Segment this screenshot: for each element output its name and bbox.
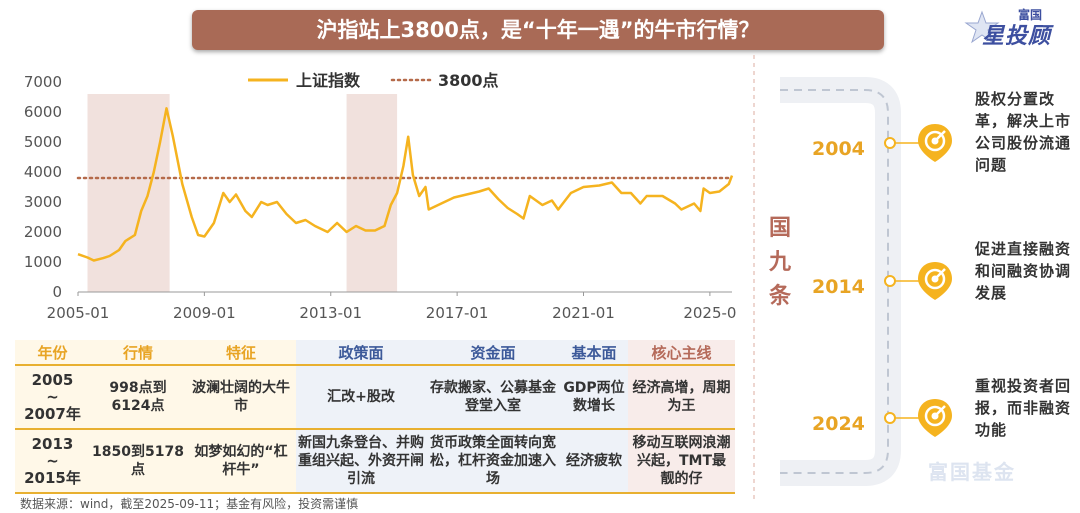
timeline-road [753,55,920,500]
header-capital: 资金面 [426,340,560,366]
market-comparison-table: 年份 行情 特征 政策面 资金面 基本面 核心主线 2005 ~ 2007年 9… [15,340,735,494]
x-tick-label: 2009-01 [173,304,236,322]
x-tick-label: 2013-01 [299,304,362,322]
y-tick-label: 6000 [24,103,62,121]
header-market: 行情 [90,340,186,366]
header-policy: 政策面 [296,340,426,366]
cell-capital: 存款搬家、公募基金登堂入室 [426,365,560,430]
series-line-shanghai-index [77,107,734,262]
y-tick-label: 5000 [24,133,62,151]
y-tick-label: 0 [52,283,62,301]
legend-label-reference: 3800点 [438,71,499,90]
header-theme: 核心主线 [628,340,735,366]
cell-capital: 货币政策全面转向宽松，杠杆资金加速入场 [426,429,560,494]
header-fundamental: 基本面 [560,340,628,366]
y-tick-label: 4000 [24,163,62,181]
timeline-year-2014: 2014 [812,276,865,298]
target-pin-icon [918,124,952,162]
x-axis: 2005-01 2009-01 2013-01 2017-01 2021-01 2025-… [47,291,736,322]
cell-feature: 波澜壮阔的大牛市 [186,365,296,430]
x-tick-label: 2017-01 [426,304,489,322]
header-feature: 特征 [186,340,296,366]
brand-small: 富国 [1018,8,1043,22]
x-tick-label: 2005-01 [47,304,110,322]
brand-main: 星投顾 [982,24,1052,49]
year-end: 2007年 [24,404,81,423]
cell-market: 998点到6124点 [90,365,186,430]
policy-text-2004: 股权分置改革，解决上市公司股份流通问题 [975,90,1072,174]
timeline-year-2004: 2004 [812,138,865,160]
page-title: 沪指站上3800点，是“十年一遇”的牛市行情？ [192,10,884,50]
target-pin-icon [918,399,952,437]
cell-market: 1850到5178点 [90,429,186,494]
cell-theme: 移动互联网浪潮兴起，TMT最靓的仔 [628,429,735,494]
y-tick-label: 7000 [24,73,62,91]
table-row: 2013 ~ 2015年 1850到5178点 如梦如幻的“杠杆牛” 新国九条登… [15,429,735,494]
data-source-note: 数据来源：wind，截至2025-09-11；基金有风险，投资需谨慎 [20,497,359,511]
header-year: 年份 [15,340,90,366]
series-lines [77,107,734,262]
star-icon [964,10,1000,44]
cell-theme: 经济高增，周期为王 [628,365,735,430]
policy-text-2024: 重视投资者回报，而非融资功能 [975,377,1072,439]
y-tick-label: 2000 [24,223,62,241]
year-sep: ~ [46,451,59,470]
cell-policy: 汇改+股改 [296,365,426,430]
year-start: 2005 [31,370,74,389]
table-row: 2005 ~ 2007年 998点到6124点 波澜壮阔的大牛市 汇改+股改 存… [15,365,735,430]
target-pin-icon [918,262,952,300]
timeline-label: 国九条 [768,216,791,309]
year-end: 2015年 [24,468,81,487]
year-start: 2013 [31,434,74,453]
chart-legend: 上证指数 3800点 [248,71,499,90]
cell-year: 2005 ~ 2007年 [15,365,90,430]
y-tick-label: 3000 [24,193,62,211]
cell-year: 2013 ~ 2015年 [15,429,90,494]
shaded-period [87,94,170,292]
year-sep: ~ [46,387,59,406]
cell-feature: 如梦如幻的“杠杆牛” [186,429,296,494]
x-tick-label: 2025-0 [683,304,736,322]
y-tick-label: 1000 [24,253,62,271]
policy-text-2014: 促进直接融资和间融资协调发展 [975,240,1072,302]
cell-fundamental: 经济疲软 [560,429,628,494]
legend-label-series: 上证指数 [296,71,361,90]
brand-logo: 富国 星投顾 [960,4,1070,50]
cell-fundamental: GDP两位数增长 [560,365,628,430]
y-axis: 0 1000 2000 3000 4000 5000 6000 7000 [24,73,62,301]
shaded-period [346,94,398,292]
x-tick-label: 2021-01 [552,304,615,322]
cell-policy: 新国九条登台、并购重组兴起、外资开闸引流 [296,429,426,494]
shaded-periods [87,94,398,292]
watermark: 富国基金 [928,460,1016,484]
timeline-year-2024: 2024 [812,413,865,435]
